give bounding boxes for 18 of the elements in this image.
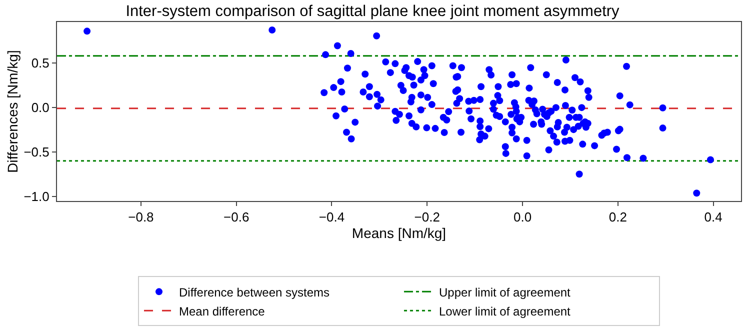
legend-label: Mean difference [179, 304, 266, 318]
x-tick-label: −0.8 [128, 210, 154, 225]
y-tick-label: −0.5 [24, 144, 50, 160]
legend-label: Difference between systems [179, 285, 330, 300]
x-tick-label: 0.0 [514, 210, 532, 225]
x-tick-label: 0.4 [704, 210, 722, 225]
y-tick-label: 0.0 [31, 100, 50, 116]
legend-label: Upper limit of agreement [439, 285, 572, 300]
y-tick-label: −1.0 [24, 189, 50, 204]
y-tick-label: 0.5 [31, 56, 50, 71]
chart-title: Inter-system comparison of sagittal plane knee joint moment asymmetry [126, 2, 620, 20]
x-axis-title: Means [Nm/kg] [352, 224, 446, 241]
x-tick-label: −0.6 [224, 210, 250, 225]
x-tick-label: 0.2 [608, 210, 627, 225]
x-tick-label: −0.4 [318, 210, 345, 225]
legend-label: Lower limit of agreement [439, 304, 572, 318]
y-axis-title: Differences [Nm/kg] [4, 50, 20, 173]
x-tick-label: −0.2 [414, 210, 440, 225]
